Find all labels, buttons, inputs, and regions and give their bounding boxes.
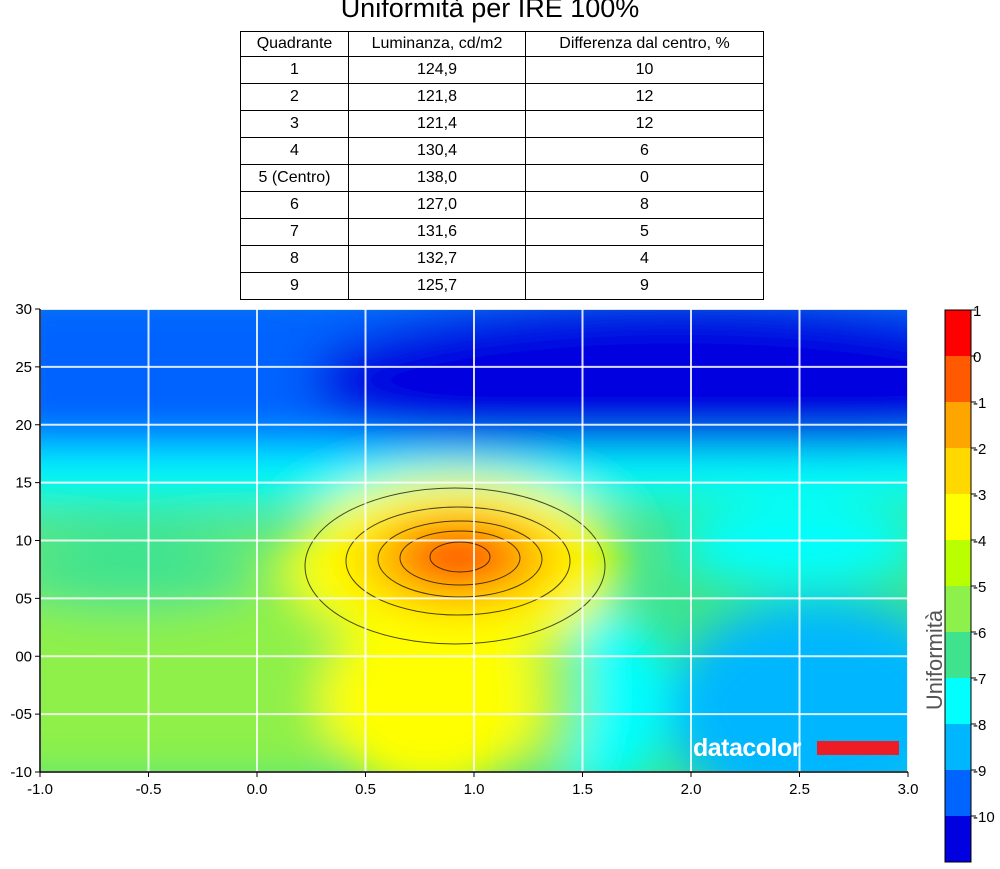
y-tick-label: 15 — [15, 475, 32, 492]
cell-differenza: 6 — [525, 137, 764, 165]
colorbar-tick-label: -9 — [973, 763, 986, 780]
y-tick-label: -05 — [10, 706, 32, 723]
colorbar-tick-label: -8 — [973, 717, 986, 734]
colorbar-swatch — [945, 632, 971, 679]
table-row: 4 130,4 6 — [240, 137, 764, 165]
colorbar-tick-label: -7 — [973, 671, 986, 688]
x-tick-label: 1.5 — [572, 781, 593, 798]
cell-differenza: 8 — [525, 191, 764, 219]
colorbar-tick-label: 1 — [973, 303, 981, 320]
colorbar-tick-label: -4 — [973, 533, 986, 550]
colorbar-swatch — [945, 724, 971, 771]
axes: -1.0 -0.5 0.0 0.5 1.0 1.5 2.0 2.5 3.0 30 25 20 15 10 0… — [10, 301, 918, 798]
cell-differenza: 12 — [525, 110, 764, 138]
cell-differenza: 4 — [525, 245, 764, 273]
cell-quadrante: 7 — [240, 218, 349, 246]
colorbar-tick-label: -3 — [973, 487, 986, 504]
table-header-row: Quadrante Luminanza, cd/m2 Differenza da… — [240, 31, 764, 57]
colorbar-tick-label: -6 — [973, 625, 986, 642]
table-row: 6 127,0 8 — [240, 191, 764, 219]
chart-title: Uniformità per IRE 100% — [340, 0, 640, 23]
cell-quadrante: 2 — [240, 83, 349, 111]
cell-luminanza: 127,0 — [348, 191, 526, 219]
colorbar-tick-label: 0 — [973, 349, 981, 366]
table-row: 3 121,4 12 — [240, 110, 764, 138]
contour-line — [345, 506, 571, 616]
contour-line — [377, 520, 543, 598]
colorbar: 1 0 -1 -2 -3 -4 -5 -6 -7 -8 -9 -10 — [944, 303, 995, 863]
table-row: 1 124,9 10 — [240, 56, 764, 84]
logo-text: datacolor — [693, 734, 802, 762]
colorbar-swatch — [945, 540, 971, 587]
cell-quadrante: 5 (Centro) — [240, 164, 349, 192]
x-tick-label: 0.0 — [247, 781, 268, 798]
colorbar-swatch — [945, 494, 971, 541]
cell-luminanza: 124,9 — [348, 56, 526, 84]
colorbar-label: Uniformità — [922, 609, 947, 710]
contour-line — [429, 541, 491, 573]
cell-luminanza: 121,4 — [348, 110, 526, 138]
table-row: 9 125,7 9 — [240, 272, 764, 300]
header-differenza: Differenza dal centro, % — [525, 31, 764, 57]
x-tick-label: 2.5 — [789, 781, 810, 798]
colorbar-tick-label: -5 — [973, 579, 986, 596]
x-tick-label: -0.5 — [136, 781, 162, 798]
colorbar-tick-label: -2 — [973, 441, 986, 458]
y-tick-label: 10 — [15, 533, 32, 550]
y-tick-label: 20 — [15, 417, 32, 434]
cell-quadrante: 9 — [240, 272, 349, 300]
colorbar-swatch — [945, 310, 971, 357]
datacolor-logo: datacolor — [693, 734, 903, 764]
contour-line — [304, 487, 606, 645]
colorbar-tick-label: -10 — [973, 809, 995, 826]
y-tick-label: 25 — [15, 359, 32, 376]
x-tick-label: 2.0 — [681, 781, 702, 798]
header-luminanza: Luminanza, cd/m2 — [348, 31, 526, 57]
colorbar-swatch — [945, 770, 971, 817]
y-tick-label: 00 — [15, 648, 32, 665]
y-tick-label: -10 — [10, 764, 32, 781]
colorbar-swatch — [945, 586, 971, 633]
x-tick-label: 1.0 — [464, 781, 485, 798]
cell-differenza: 9 — [525, 272, 764, 300]
table-row: 2 121,8 12 — [240, 83, 764, 111]
colorbar-swatch — [945, 448, 971, 495]
y-tick-label: 30 — [15, 301, 32, 318]
colorbar-swatch — [945, 678, 971, 725]
colorbar-swatch — [945, 816, 971, 863]
header-quadrante: Quadrante — [240, 31, 349, 57]
contour-line — [399, 530, 521, 586]
x-tick-label: -1.0 — [27, 781, 53, 798]
uniformity-table: Quadrante Luminanza, cd/m2 Differenza da… — [240, 31, 764, 300]
colorbar-swatch — [945, 402, 971, 449]
y-tick-label: 05 — [15, 590, 32, 607]
x-tick-label: 3.0 — [898, 781, 919, 798]
logo-red-bar — [817, 741, 899, 755]
colorbar-swatch — [945, 356, 971, 403]
cell-quadrante: 6 — [240, 191, 349, 219]
x-tick-label: 0.5 — [355, 781, 376, 798]
cell-luminanza: 121,8 — [348, 83, 526, 111]
colorbar-tick-label: -1 — [973, 395, 986, 412]
cell-luminanza: 130,4 — [348, 137, 526, 165]
cell-luminanza: 125,7 — [348, 272, 526, 300]
